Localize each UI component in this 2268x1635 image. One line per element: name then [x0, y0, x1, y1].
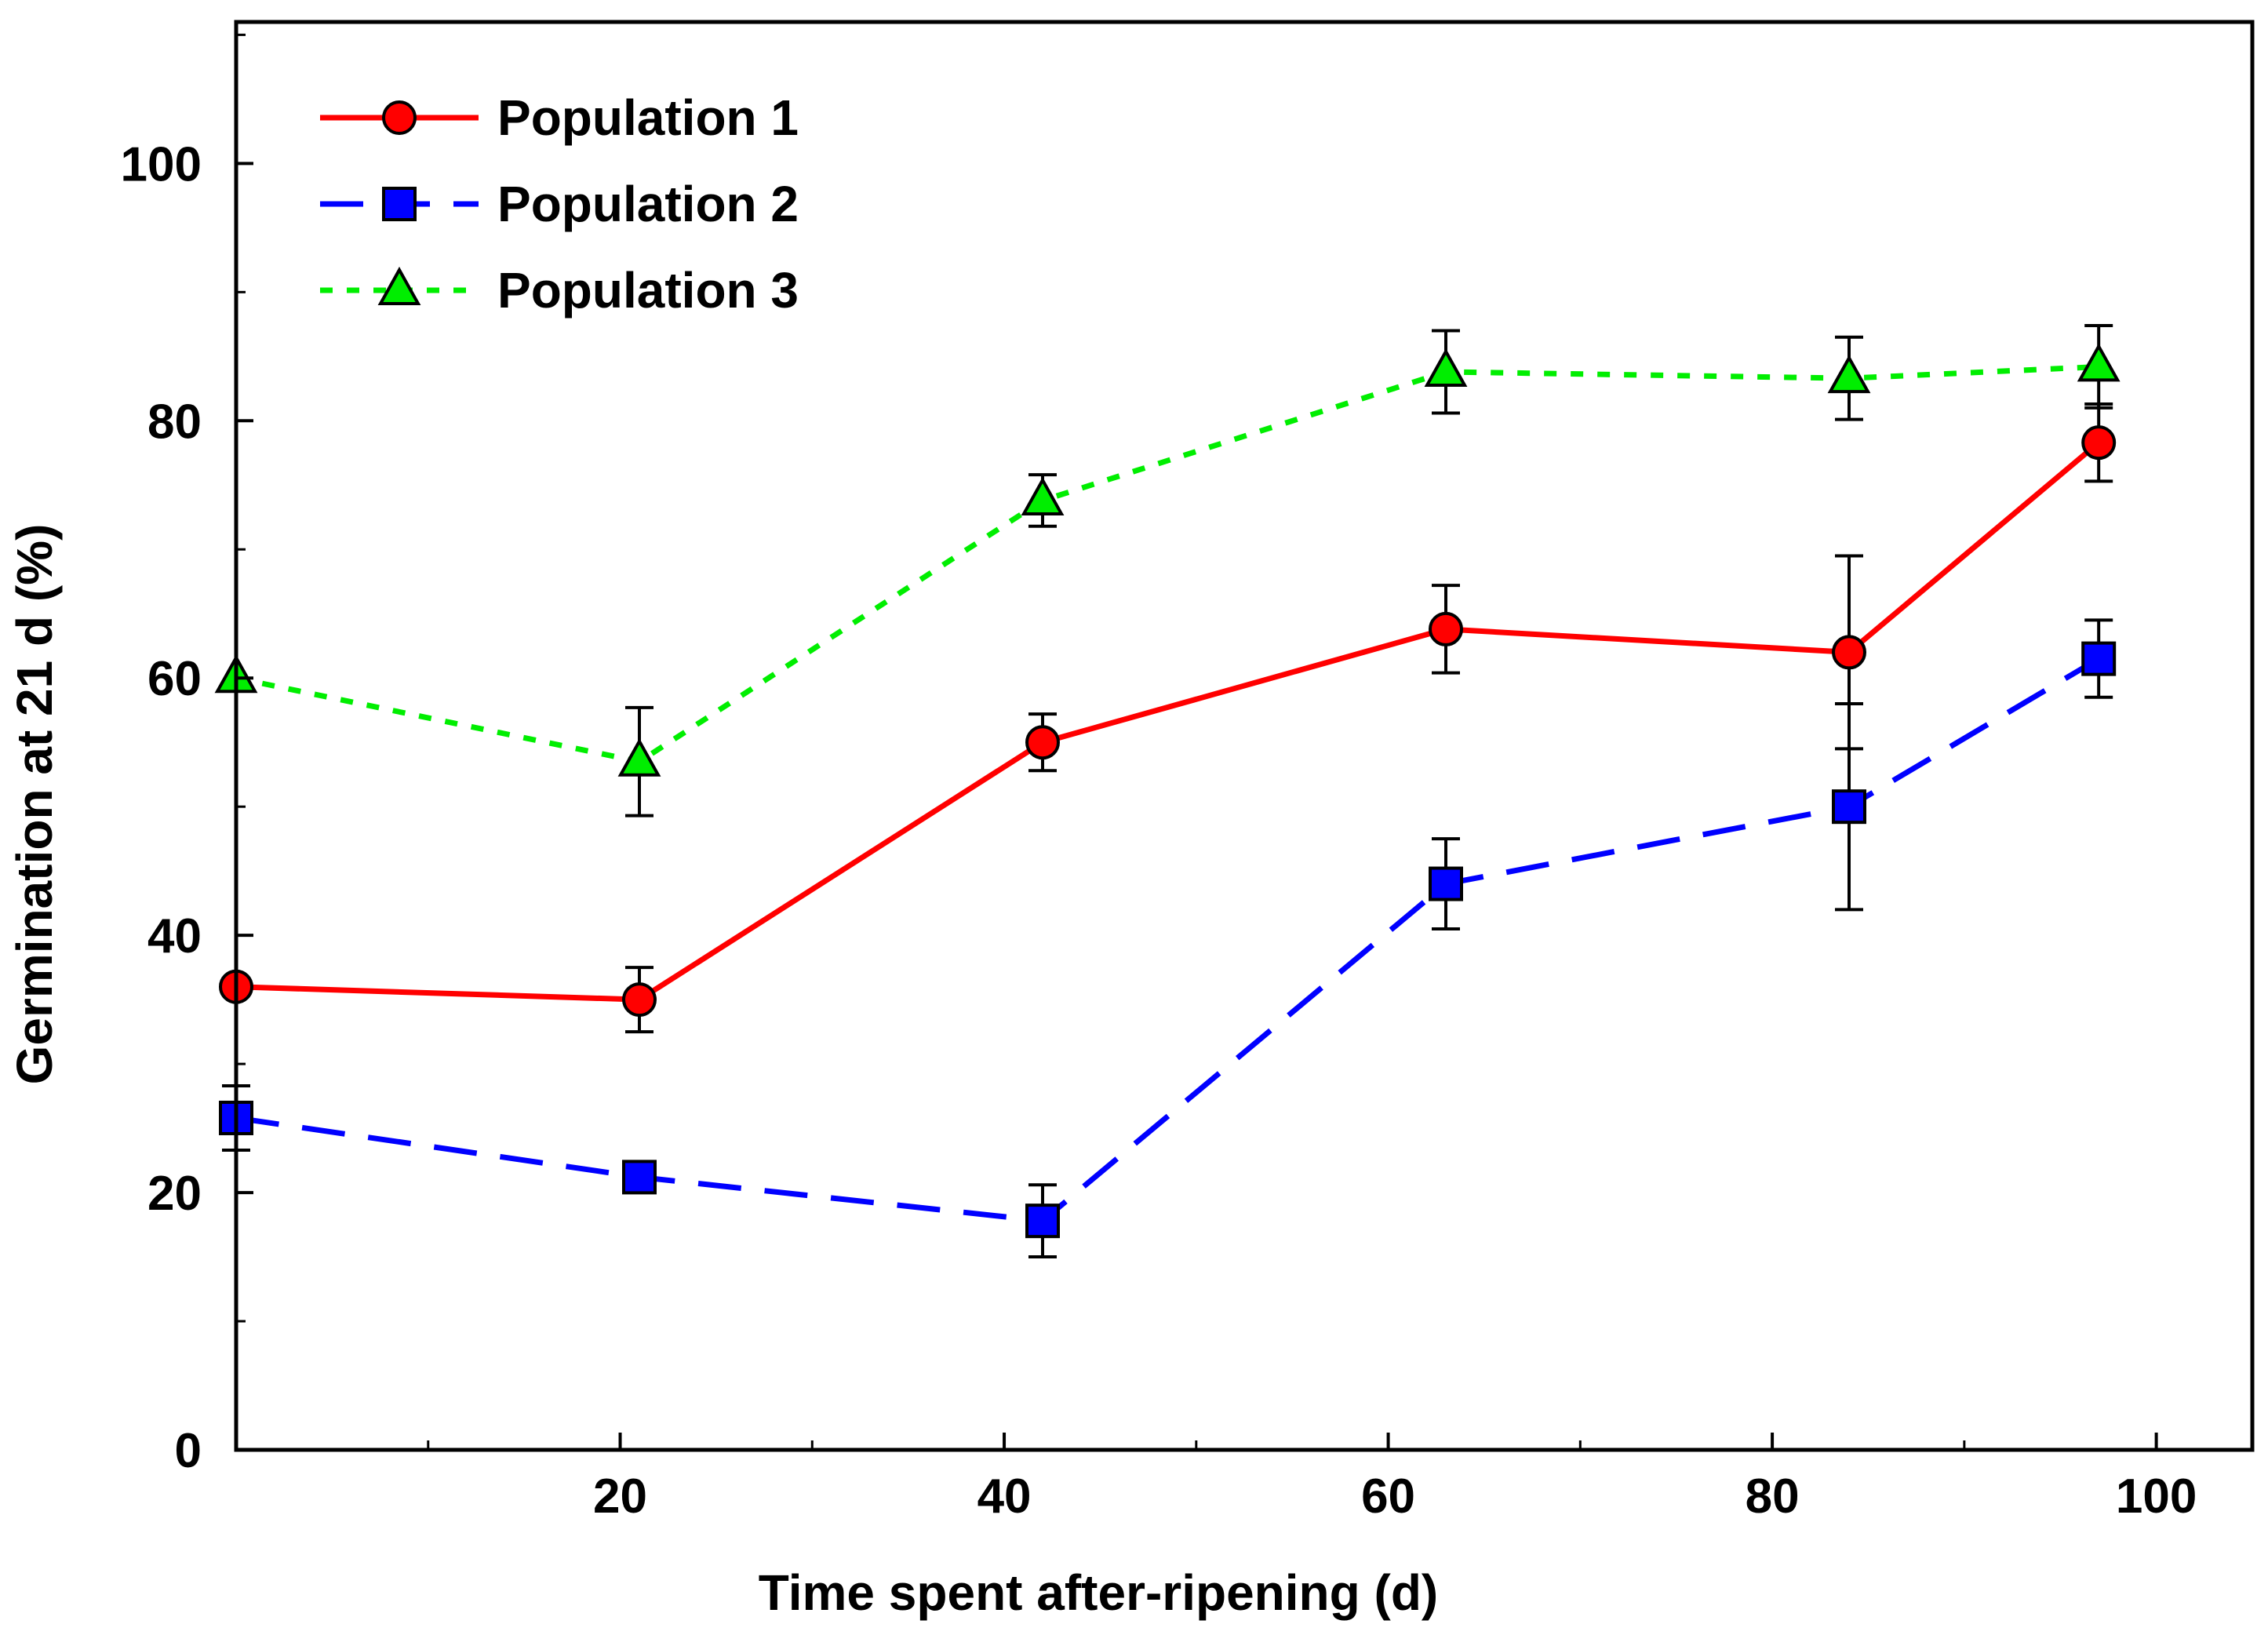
x-tick-label: 60: [1361, 1469, 1415, 1524]
data-point: [1827, 355, 1871, 394]
data-point: [2081, 641, 2117, 676]
legend-label: Population 1: [497, 89, 799, 146]
series-line: [235, 363, 2099, 765]
series-2: [219, 618, 2117, 1259]
y-tick-label: 100: [121, 137, 202, 191]
data-point: [1025, 1203, 1060, 1239]
legend-item-1: Population 1: [320, 89, 799, 146]
y-tick-label: 20: [147, 1167, 202, 1221]
data-point: [1021, 476, 1065, 515]
legend-item-2: Population 2: [320, 176, 799, 232]
x-axis-title: Time spent after-ripening (d): [759, 1564, 1438, 1621]
data-point: [2081, 425, 2117, 461]
legend-marker: [382, 187, 417, 221]
data-point: [1429, 866, 1463, 901]
series-3: [214, 323, 2121, 818]
data-point: [617, 737, 661, 777]
series-layer: [214, 323, 2121, 1259]
x-tick-label: 20: [593, 1469, 647, 1524]
y-tick-label: 60: [147, 652, 202, 706]
legend-marker: [382, 100, 417, 135]
series-1: [219, 402, 2117, 1034]
y-axis-title: Germination at 21 d (%): [6, 524, 63, 1085]
y-tick-label: 0: [175, 1424, 202, 1478]
legend-label: Population 3: [497, 262, 799, 319]
data-point: [2077, 343, 2121, 382]
axes-layer: 20 40 60 80 100 0 20 40 60 80 100: [121, 33, 2197, 1524]
data-point: [622, 982, 657, 1018]
y-tick-label: 80: [147, 395, 202, 449]
data-point: [1424, 348, 1468, 387]
legend-item-3: Population 3: [320, 262, 799, 319]
data-point: [622, 1160, 657, 1195]
plot-frame: [234, 20, 2255, 1452]
legend-marker: [377, 266, 421, 305]
legend-label: Population 2: [497, 176, 799, 232]
x-tick-label: 40: [977, 1469, 1032, 1524]
legend: Population 1 Population 2 Population 3: [320, 89, 799, 319]
data-point: [1025, 725, 1060, 760]
series-line: [235, 440, 2101, 1003]
series-line: [235, 656, 2100, 1224]
y-tick-label: 40: [147, 909, 202, 963]
data-point: [1832, 635, 1866, 670]
data-point: [1832, 789, 1866, 825]
x-tick-label: 100: [2116, 1469, 2197, 1524]
data-point: [1429, 611, 1463, 646]
x-tick-label: 80: [1746, 1469, 1800, 1524]
